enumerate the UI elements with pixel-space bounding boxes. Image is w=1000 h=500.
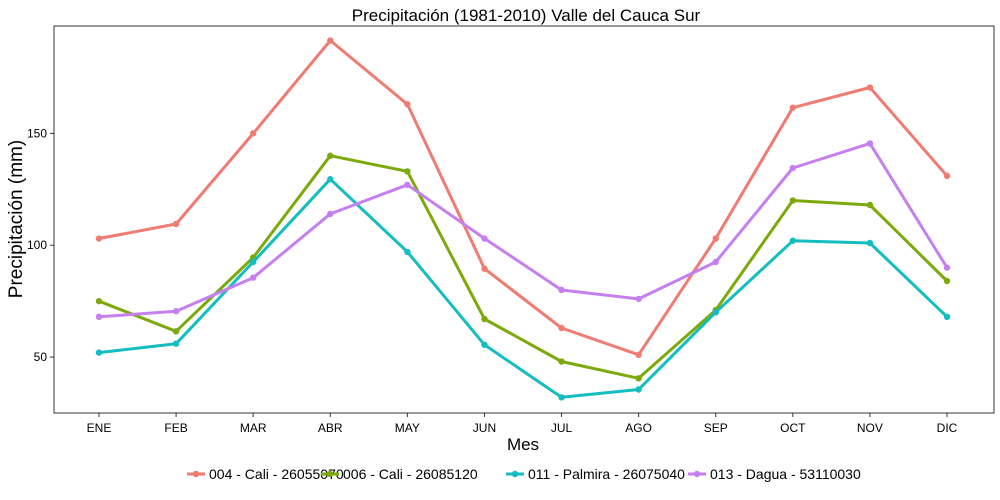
data-point — [635, 386, 642, 393]
data-point — [712, 235, 719, 242]
y-tick-label: 100 — [27, 238, 47, 252]
x-tick-label: MAY — [395, 421, 420, 435]
data-point — [172, 340, 180, 347]
data-point — [327, 152, 334, 159]
legend-label: 013 - Dagua - 53110030 — [710, 466, 861, 482]
x-tick-label: OCT — [780, 421, 806, 435]
data-point — [404, 168, 411, 175]
legend-label: 006 - Cali - 26085120 — [343, 466, 478, 482]
x-axis-title: Mes — [507, 435, 539, 454]
data-point — [712, 309, 719, 316]
legend-label: 004 - Cali - 26055070 — [209, 466, 344, 482]
series-line — [97, 154, 949, 380]
data-point — [866, 201, 874, 209]
x-tick-label: JUN — [473, 421, 496, 435]
x-tick-label: ENE — [87, 421, 112, 435]
series-3 — [95, 176, 951, 401]
x-tick-label: DIC — [937, 421, 958, 435]
data-point — [943, 277, 951, 285]
series-4 — [95, 140, 951, 321]
legend-label: 011 - Palmira - 26075040 — [528, 466, 685, 482]
x-tick-label: AGO — [625, 421, 652, 435]
data-point — [95, 235, 103, 242]
x-tick-label: NOV — [857, 421, 883, 435]
legend-item: 011 - Palmira - 26075040 — [506, 466, 685, 482]
legend-key-point — [511, 470, 519, 478]
x-tick-label: ABR — [318, 421, 343, 435]
legend-item: 006 - Cali - 26085120 — [321, 466, 478, 482]
data-point — [172, 308, 180, 315]
data-point — [249, 130, 257, 137]
series-line — [97, 141, 949, 319]
data-point — [558, 358, 565, 365]
data-point — [95, 297, 103, 305]
series-line — [97, 177, 949, 399]
data-point — [558, 324, 565, 332]
legend-item: 013 - Dagua - 53110030 — [688, 466, 861, 482]
x-tick-label: MAR — [240, 421, 267, 435]
chart-title: Precipitación (1981-2010) Valle del Cauc… — [352, 6, 701, 25]
data-point — [404, 181, 411, 189]
data-point — [789, 237, 797, 244]
data-point — [558, 286, 565, 294]
x-axis: ENE FEB MAR ABR MAY JUN JUL AGO SEP OCT NOV DIC — [87, 413, 958, 435]
series-group — [95, 37, 951, 401]
series-line — [97, 39, 949, 357]
data-point — [635, 375, 642, 382]
data-point — [404, 248, 411, 256]
data-point — [172, 220, 180, 228]
data-point — [249, 258, 257, 266]
y-tick-label: 150 — [27, 126, 47, 140]
data-point — [481, 341, 488, 348]
data-point — [866, 84, 874, 91]
y-axis-title: Precipitación (mm) — [6, 140, 27, 298]
data-point — [481, 265, 488, 272]
data-point — [943, 264, 951, 271]
data-point — [866, 239, 874, 247]
x-tick-label: SEP — [704, 421, 728, 435]
data-point — [558, 394, 565, 401]
data-point — [635, 295, 642, 303]
legend-key-point — [693, 470, 701, 478]
y-axis: 50 100 150 — [27, 126, 54, 364]
data-point — [95, 349, 103, 356]
data-point — [481, 315, 488, 323]
data-point — [404, 101, 411, 108]
data-point — [481, 235, 488, 242]
data-point — [866, 140, 874, 147]
data-point — [327, 37, 334, 44]
data-point — [712, 258, 719, 266]
x-tick-label: JUL — [551, 421, 573, 435]
data-point — [789, 104, 797, 111]
series-1 — [95, 37, 951, 359]
data-point — [95, 313, 103, 321]
data-point — [172, 328, 180, 335]
legend-key-point — [326, 470, 334, 478]
data-point — [789, 197, 797, 204]
data-point — [943, 313, 951, 321]
legend: 004 - Cali - 26055070 006 - Cali - 260851… — [187, 466, 861, 482]
x-tick-label: FEB — [164, 421, 187, 435]
data-point — [635, 351, 642, 359]
data-point — [789, 164, 797, 172]
data-point — [943, 172, 951, 180]
data-point — [249, 274, 257, 281]
y-tick-label: 50 — [34, 350, 48, 364]
legend-key-point — [192, 470, 200, 478]
data-point — [327, 210, 334, 218]
plot-panel — [53, 25, 995, 414]
data-point — [327, 176, 334, 183]
legend-item: 004 - Cali - 26055070 — [187, 466, 344, 482]
